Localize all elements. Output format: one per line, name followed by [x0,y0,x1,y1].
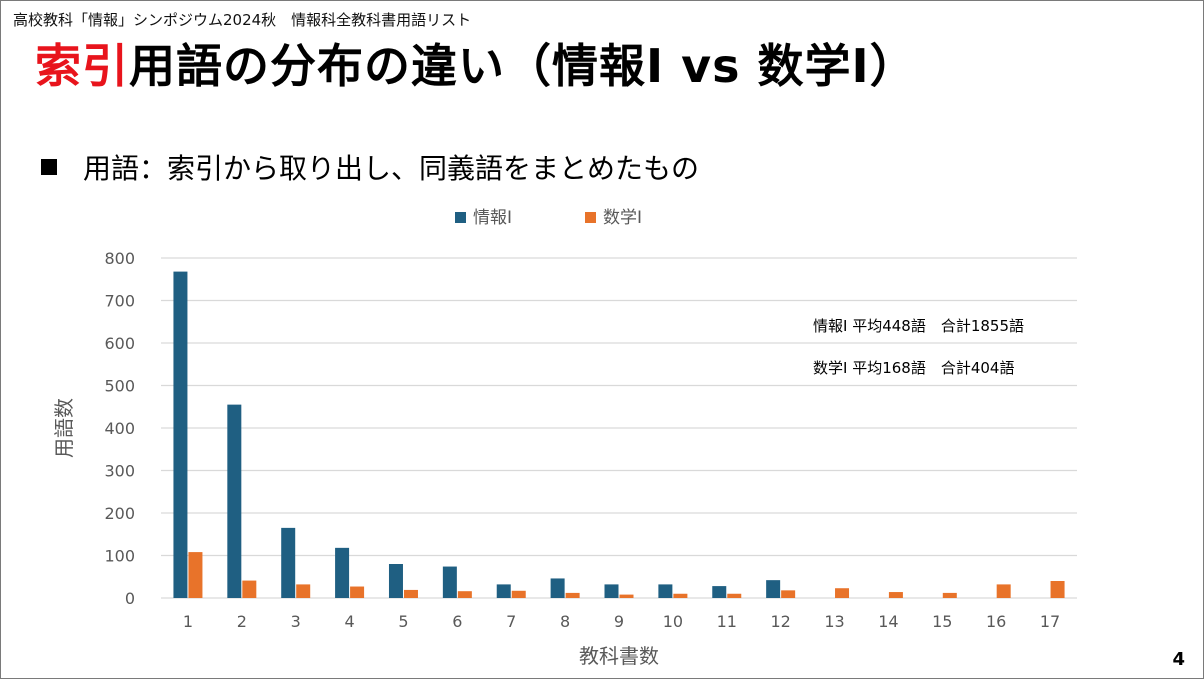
bullet-point: 用語：索引から取り出し、同義語をまとめたもの [41,147,699,187]
slide-header: 高校教科「情報」シンポジウム2024秋 情報科全教科書用語リスト [13,11,472,29]
x-tick-label: 11 [717,612,737,631]
bar-math [996,584,1011,598]
bar-info [173,271,188,598]
x-tick-label: 16 [986,612,1006,631]
x-tick-label: 17 [1040,612,1060,631]
bar-info [227,404,242,598]
x-tick-label: 7 [506,612,516,631]
y-tick-label: 0 [125,589,135,608]
y-tick-label: 800 [104,249,135,268]
x-tick-label: 1 [183,612,193,631]
bar-info [442,566,457,598]
bar-math [565,592,580,598]
bar-math [511,590,526,598]
bullet-text: 用語：索引から取り出し、同義語をまとめたもの [83,152,700,185]
bar-math [727,593,742,598]
legend-label-info: 情報Ⅰ [473,208,512,228]
bar-info [496,584,511,598]
x-tick-label: 5 [398,612,408,631]
title-accent: 索引 [35,39,129,93]
bar-math [1050,581,1065,598]
y-tick-label: 700 [104,292,135,311]
bar-math [188,552,203,598]
legend-swatch-math [585,212,596,223]
bar-info [550,578,565,598]
bar-math [942,592,957,598]
bar-math [242,580,257,598]
x-tick-label: 9 [614,612,624,631]
bar-info [658,584,673,598]
x-tick-label: 12 [770,612,790,631]
bar-info [766,580,781,598]
x-axis-label: 教科書数 [579,644,659,668]
bar-math [673,593,688,598]
y-tick-label: 300 [104,462,135,481]
chart-annotation: 数学Ⅰ 平均168語 合計404語 [813,359,1014,377]
bar-math [619,594,634,598]
bar-info [712,586,727,598]
x-tick-label: 2 [237,612,247,631]
legend-swatch-info [455,212,466,223]
bar-math [403,589,418,598]
bar-math [350,586,365,598]
x-tick-label: 13 [824,612,844,631]
bar-info [281,527,296,598]
bar-info [604,584,619,598]
slide-title: 索引用語の分布の違い（情報Ⅰ vs 数学Ⅰ） [35,39,917,94]
x-tick-label: 10 [663,612,683,631]
y-tick-label: 600 [104,334,135,353]
bar-info [335,547,350,598]
legend-label-math: 数学Ⅰ [603,208,642,228]
y-tick-label: 500 [104,377,135,396]
y-tick-label: 100 [104,547,135,566]
bar-math [888,592,903,598]
x-tick-label: 14 [878,612,898,631]
x-tick-label: 8 [560,612,570,631]
bar-info [388,564,403,598]
x-tick-label: 6 [452,612,462,631]
y-tick-label: 200 [104,504,135,523]
bar-math [457,591,472,598]
x-tick-label: 3 [291,612,301,631]
bullet-square-icon [41,159,57,175]
y-tick-label: 400 [104,419,135,438]
bar-math [781,590,796,598]
bar-math [835,588,850,598]
y-axis-label: 用語数 [52,398,76,458]
page-number: 4 [1172,649,1185,670]
x-tick-label: 15 [932,612,952,631]
bar-math [296,584,311,598]
x-tick-label: 4 [344,612,354,631]
chart-annotation: 情報Ⅰ 平均448語 合計1855語 [813,317,1024,335]
title-rest: 用語の分布の違い（情報Ⅰ vs 数学Ⅰ） [129,39,917,93]
